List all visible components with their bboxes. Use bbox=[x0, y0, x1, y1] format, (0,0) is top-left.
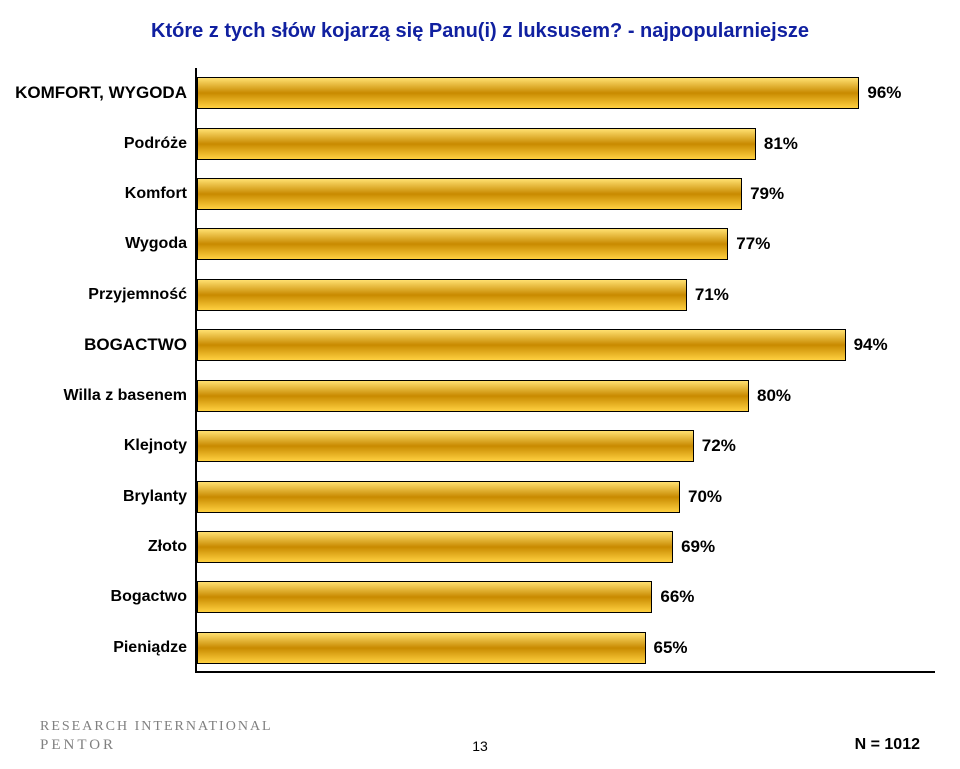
sample-size: N = 1012 bbox=[855, 736, 920, 754]
bar-row: Wygoda77% bbox=[197, 228, 728, 260]
bar bbox=[197, 380, 749, 412]
value-label: 65% bbox=[646, 638, 688, 658]
logo-line2: PENTOR bbox=[40, 736, 273, 754]
category-label: Złoto bbox=[148, 538, 197, 556]
page-number: 13 bbox=[472, 738, 488, 754]
value-label: 77% bbox=[728, 234, 770, 254]
bar bbox=[197, 531, 673, 563]
category-label: Komfort bbox=[125, 185, 197, 203]
bar bbox=[197, 481, 680, 513]
bar-row: Bogactwo66% bbox=[197, 581, 652, 613]
value-label: 96% bbox=[859, 83, 901, 103]
bar-row: Przyjemność71% bbox=[197, 279, 687, 311]
bar bbox=[197, 77, 859, 109]
category-label: KOMFORT, WYGODA bbox=[15, 83, 197, 103]
value-label: 71% bbox=[687, 285, 729, 305]
bar-row: Willa z basenem80% bbox=[197, 380, 749, 412]
category-label: Bogactwo bbox=[111, 588, 197, 606]
bar bbox=[197, 430, 694, 462]
bar-row: Pieniądze65% bbox=[197, 632, 646, 664]
category-label: Willa z basenem bbox=[64, 387, 197, 405]
value-label: 81% bbox=[756, 134, 798, 154]
bar bbox=[197, 228, 728, 260]
value-label: 72% bbox=[694, 436, 736, 456]
bar-row: Podróże81% bbox=[197, 128, 756, 160]
bar bbox=[197, 128, 756, 160]
category-label: Wygoda bbox=[125, 235, 197, 253]
bar bbox=[197, 329, 846, 361]
bar bbox=[197, 581, 652, 613]
bar bbox=[197, 632, 646, 664]
value-label: 94% bbox=[846, 335, 888, 355]
value-label: 80% bbox=[749, 386, 791, 406]
bar-chart: KOMFORT, WYGODA96% Podróże81% Komfort79% Wy… bbox=[195, 68, 935, 673]
category-label: Brylanty bbox=[123, 488, 197, 506]
category-label: Podróże bbox=[124, 135, 197, 153]
bar bbox=[197, 178, 742, 210]
value-label: 70% bbox=[680, 487, 722, 507]
bar bbox=[197, 279, 687, 311]
category-label: Klejnoty bbox=[124, 437, 197, 455]
logo-line1: RESEARCH INTERNATIONAL bbox=[40, 719, 273, 736]
category-label: BOGACTWO bbox=[84, 335, 197, 355]
value-label: 79% bbox=[742, 184, 784, 204]
category-label: Przyjemność bbox=[88, 286, 197, 304]
category-label: Pieniądze bbox=[113, 639, 197, 657]
value-label: 69% bbox=[673, 537, 715, 557]
bar-row: BOGACTWO94% bbox=[197, 329, 846, 361]
bar-row: Brylanty70% bbox=[197, 481, 680, 513]
bar-row: KOMFORT, WYGODA96% bbox=[197, 77, 859, 109]
chart-title: Które z tych słów kojarzą się Panu(i) z … bbox=[40, 20, 920, 43]
bar-row: Złoto69% bbox=[197, 531, 673, 563]
value-label: 66% bbox=[652, 587, 694, 607]
bar-row: Klejnoty72% bbox=[197, 430, 694, 462]
bar-row: Komfort79% bbox=[197, 178, 742, 210]
logo: RESEARCH INTERNATIONAL PENTOR bbox=[40, 719, 273, 754]
